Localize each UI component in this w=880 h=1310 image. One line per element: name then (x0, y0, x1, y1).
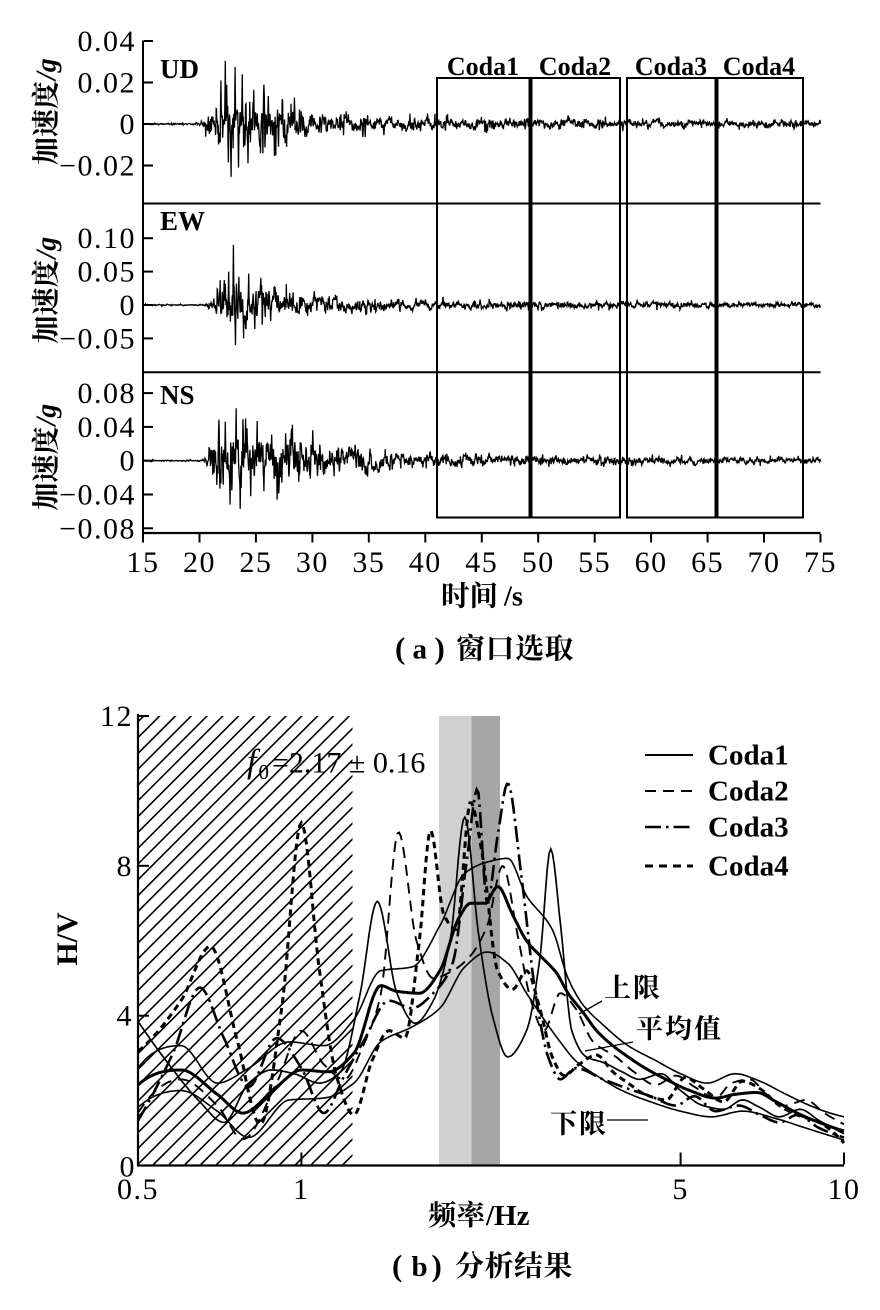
svg-text:20: 20 (183, 546, 216, 579)
svg-text:1: 1 (293, 1173, 310, 1206)
svg-text:Coda3: Coda3 (635, 52, 707, 81)
svg-text:4: 4 (117, 1000, 134, 1033)
svg-text:5: 5 (672, 1173, 689, 1206)
svg-text:UD: UD (160, 54, 199, 84)
svg-text:−0.05: −0.05 (59, 322, 136, 355)
svg-text:12: 12 (100, 700, 133, 733)
svg-text:30: 30 (296, 546, 329, 579)
svg-text:35: 35 (352, 546, 385, 579)
svg-text:0.04: 0.04 (78, 411, 137, 444)
svg-text:−0.02: −0.02 (59, 150, 136, 183)
svg-text:Coda4: Coda4 (708, 851, 789, 883)
svg-text:Coda1: Coda1 (447, 52, 519, 81)
svg-text:−0.08: −0.08 (59, 512, 136, 545)
svg-text:/g: /g (32, 58, 63, 82)
svg-text:/g: /g (32, 237, 63, 261)
svg-text:0.10: 0.10 (78, 222, 137, 255)
svg-text:25: 25 (239, 546, 272, 579)
svg-text:10: 10 (828, 1173, 861, 1206)
svg-text:65: 65 (691, 546, 724, 579)
svg-text:H/V: H/V (51, 912, 84, 966)
svg-text:70: 70 (748, 546, 781, 579)
svg-text:): ) (432, 1248, 442, 1283)
svg-text:8: 8 (117, 850, 134, 883)
svg-text:0.5: 0.5 (117, 1173, 159, 1206)
svg-text:b: b (412, 1251, 428, 1283)
svg-text:NS: NS (160, 380, 195, 410)
svg-text:0: 0 (120, 108, 137, 141)
svg-text:60: 60 (635, 546, 668, 579)
svg-text:0.05: 0.05 (78, 256, 137, 289)
svg-text:a: a (413, 634, 428, 666)
svg-text:Coda4: Coda4 (723, 52, 795, 81)
svg-text:=2.17 ± 0.16: =2.17 ± 0.16 (272, 747, 425, 780)
svg-text:0.02: 0.02 (78, 67, 137, 100)
svg-text:Coda3: Coda3 (708, 812, 789, 844)
svg-text:Coda2: Coda2 (539, 52, 611, 81)
svg-text:EW: EW (160, 206, 205, 236)
svg-text:55: 55 (578, 546, 611, 579)
svg-text:/Hz: /Hz (485, 1200, 530, 1232)
svg-text:): ) (435, 631, 445, 666)
svg-text:45: 45 (465, 546, 498, 579)
svg-text:0.08: 0.08 (78, 377, 137, 410)
svg-text:0: 0 (259, 760, 270, 784)
svg-text:/s: /s (503, 582, 523, 613)
svg-text:50: 50 (522, 546, 555, 579)
svg-text:(: ( (392, 1248, 402, 1283)
svg-text:15: 15 (127, 546, 160, 579)
svg-text:75: 75 (804, 546, 837, 579)
svg-text:40: 40 (409, 546, 442, 579)
svg-text:Coda2: Coda2 (708, 776, 789, 808)
svg-text:−0.04: −0.04 (59, 479, 136, 512)
svg-text:0.04: 0.04 (78, 25, 137, 58)
svg-text:/g: /g (32, 404, 63, 428)
svg-text:0: 0 (120, 1151, 137, 1184)
svg-text:0: 0 (120, 445, 137, 478)
svg-text:(: ( (395, 631, 405, 666)
svg-text:Coda1: Coda1 (708, 740, 789, 772)
svg-text:0: 0 (120, 289, 137, 322)
